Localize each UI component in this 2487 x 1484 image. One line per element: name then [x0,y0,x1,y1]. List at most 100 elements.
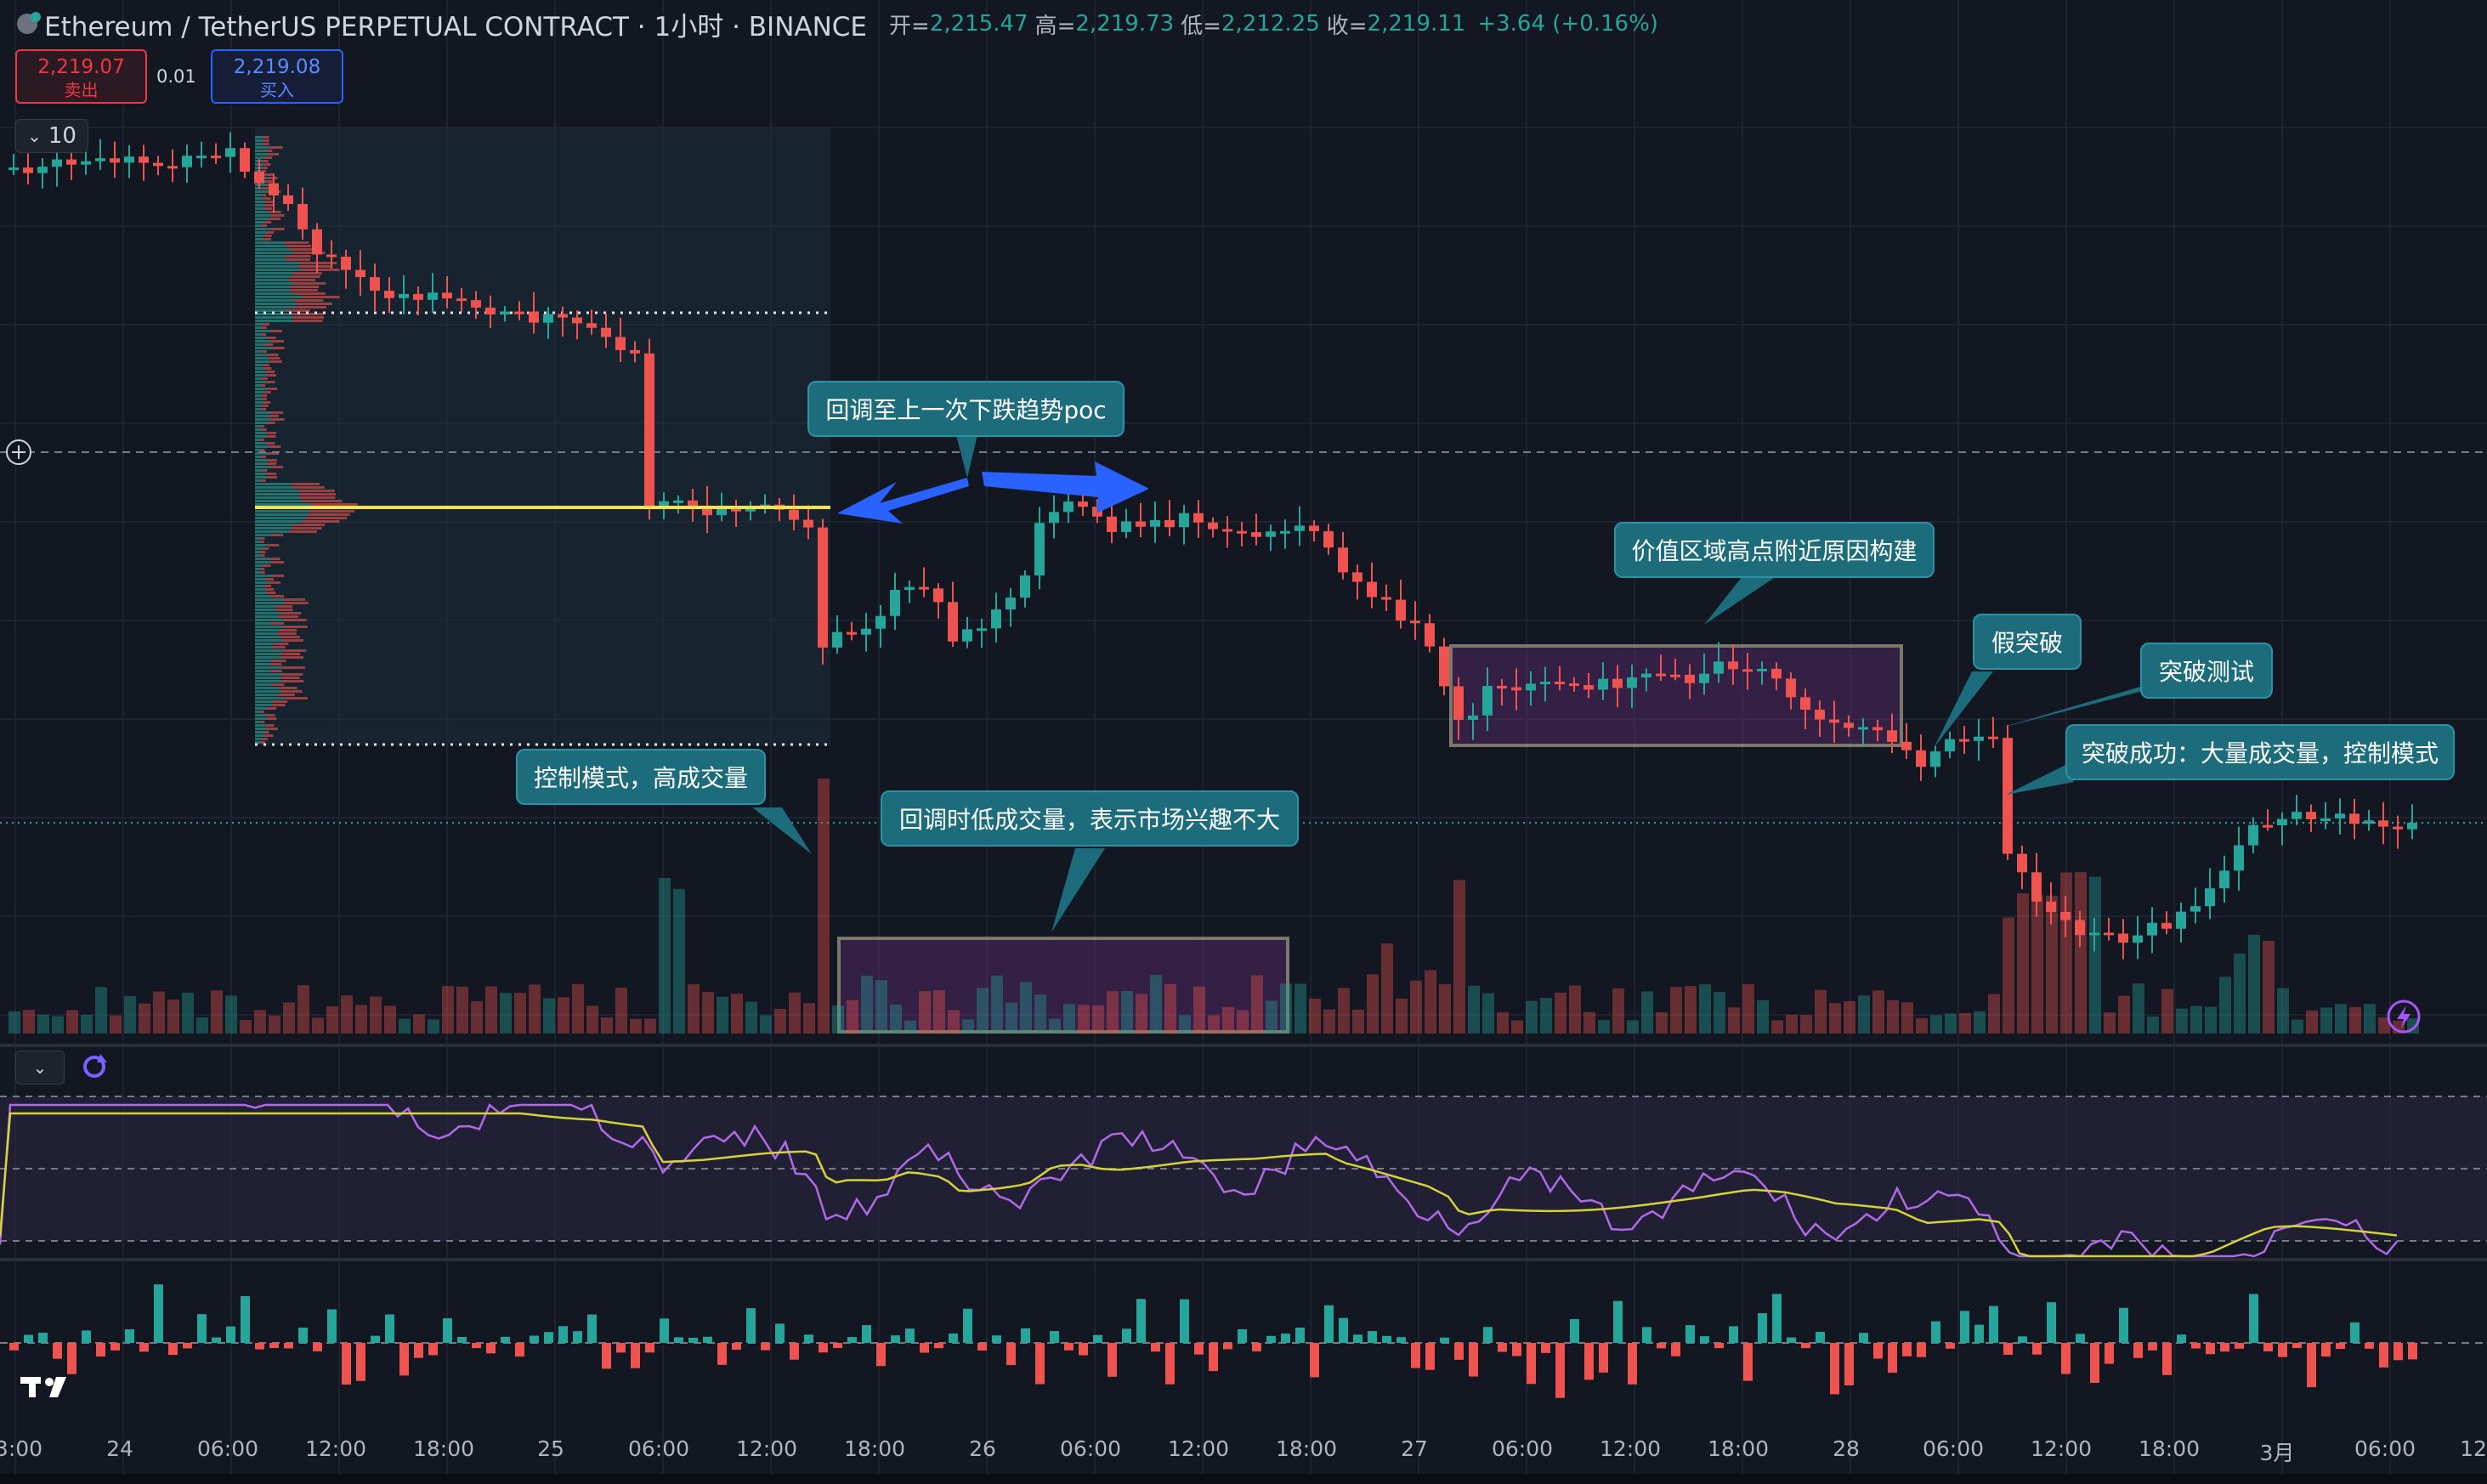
profile-bar-up [255,612,280,615]
profile-bar-up [255,496,299,499]
profile-bar-up [255,279,289,281]
note-value-area-build[interactable]: 价值区域高点附近原因构建 [1614,522,1935,578]
candle-body [630,349,640,354]
pane-separator[interactable] [0,1044,2487,1047]
profile-bar-up [255,343,265,346]
candle-body [2393,826,2403,830]
profile-bar-down [269,581,280,584]
profile-bar-down [299,493,337,496]
candle-body [471,300,481,308]
profile-bar-down [266,337,276,339]
low-value: 2,212.25 [1221,11,1320,37]
candle-body [558,314,568,318]
candle-body [23,167,33,173]
profile-bar-down [263,564,271,567]
profile-bar-up [255,694,277,696]
candle-body [615,337,626,350]
note-false-breakout[interactable]: 假突破 [1973,614,2082,670]
close-value: 2,219.11 [1367,11,1466,37]
profile-bar-down [285,258,310,261]
candle-body [312,229,322,255]
volume-bar [211,990,223,1034]
candle-body [1728,661,1738,670]
candle-body [601,327,611,337]
indicator-collapse-button[interactable]: ⌄ 10 [15,119,88,153]
candle-body [861,628,871,635]
crosshair-plus-icon[interactable] [6,439,31,465]
pane-collapse-button[interactable]: ⌄ [15,1051,65,1085]
candle-body [2118,933,2128,943]
delta-bar [226,1326,235,1343]
volume-bar [1945,1013,1957,1034]
profile-bar-up [255,544,269,547]
profile-bar-up [255,228,272,230]
candle-body [428,292,438,300]
volume-bar [948,1010,960,1034]
candle-body [2089,932,2099,936]
bottom-strip [0,1474,2487,1484]
pane-separator[interactable] [0,1258,2487,1261]
profile-bar-up [255,286,291,288]
volume-bar [2104,1012,2116,1034]
volume-bar [1627,1020,1639,1034]
profile-bar-up [255,245,286,247]
delta-bar [1772,1294,1782,1343]
profile-bar-down [264,201,273,203]
volume-bar [326,1006,338,1034]
profile-bar-up [255,622,271,625]
profile-bar-up [255,513,308,516]
profile-bar-up [255,527,292,530]
profile-bar-down [267,728,278,730]
candle-body [1107,516,1117,532]
delta-bar [631,1343,640,1368]
delta-bar [284,1343,293,1349]
delta-bar [1989,1306,1998,1343]
sync-icon[interactable] [83,1054,107,1078]
note-poc-retrace[interactable]: 回调至上一次下跌趋势poc [807,381,1125,437]
profile-bar-up [255,143,263,145]
delta-bar [1859,1333,1868,1343]
profile-bar-down [283,619,307,621]
profile-bar-up [255,490,299,492]
delta-bar [2408,1343,2417,1360]
note-control-high-volume[interactable]: 控制模式，高成交量 [516,749,766,805]
delta-bar [920,1343,929,1353]
note-breakout-test[interactable]: 突破测试 [2140,643,2273,699]
candle-body [1930,751,1940,767]
profile-bar-down [270,595,284,598]
profile-bar-up [255,524,294,526]
time-label: 18:00 [412,1436,475,1461]
profile-bar-down [270,340,285,343]
note-breakout-success[interactable]: 突破成功：大量成交量，控制模式 [2065,724,2455,780]
candle-body [1988,736,1998,739]
volume-bar [630,1018,642,1034]
profile-bar-down [261,194,267,196]
profile-bar-up [255,670,270,672]
sell-button[interactable]: 2,219.07 卖出 [15,49,147,104]
profile-bar-down [267,476,278,479]
volume-bar [2205,1006,2217,1034]
volume-bar [1107,991,1119,1034]
profile-bar-up [255,275,292,278]
time-label: 18:00 [2138,1436,2201,1461]
volume-bar [919,991,931,1034]
lightning-icon[interactable] [2387,1000,2421,1034]
volume-bar [2046,895,2058,1034]
candle-body [1136,521,1146,527]
buy-button[interactable]: 2,219.08 买入 [211,49,343,104]
candle-body [745,507,756,512]
profile-bar-up [255,136,263,139]
profile-bar-up [255,663,270,666]
profile-bar-up [255,626,285,628]
profile-bar-up [255,473,267,475]
volume-bar [1742,983,1754,1034]
profile-bar-down [265,180,275,183]
delta-bar [2018,1336,2027,1343]
note-low-volume-retrace[interactable]: 回调时低成交量，表示市场兴趣不大 [881,790,1299,847]
volume-bar [2292,1019,2303,1034]
symbol-title[interactable]: Ethereum / TetherUS PERPETUAL CONTRACT ·… [44,11,868,42]
volume-bar [760,1015,772,1034]
volume-bar [832,1005,844,1034]
profile-bar-down [280,612,302,615]
